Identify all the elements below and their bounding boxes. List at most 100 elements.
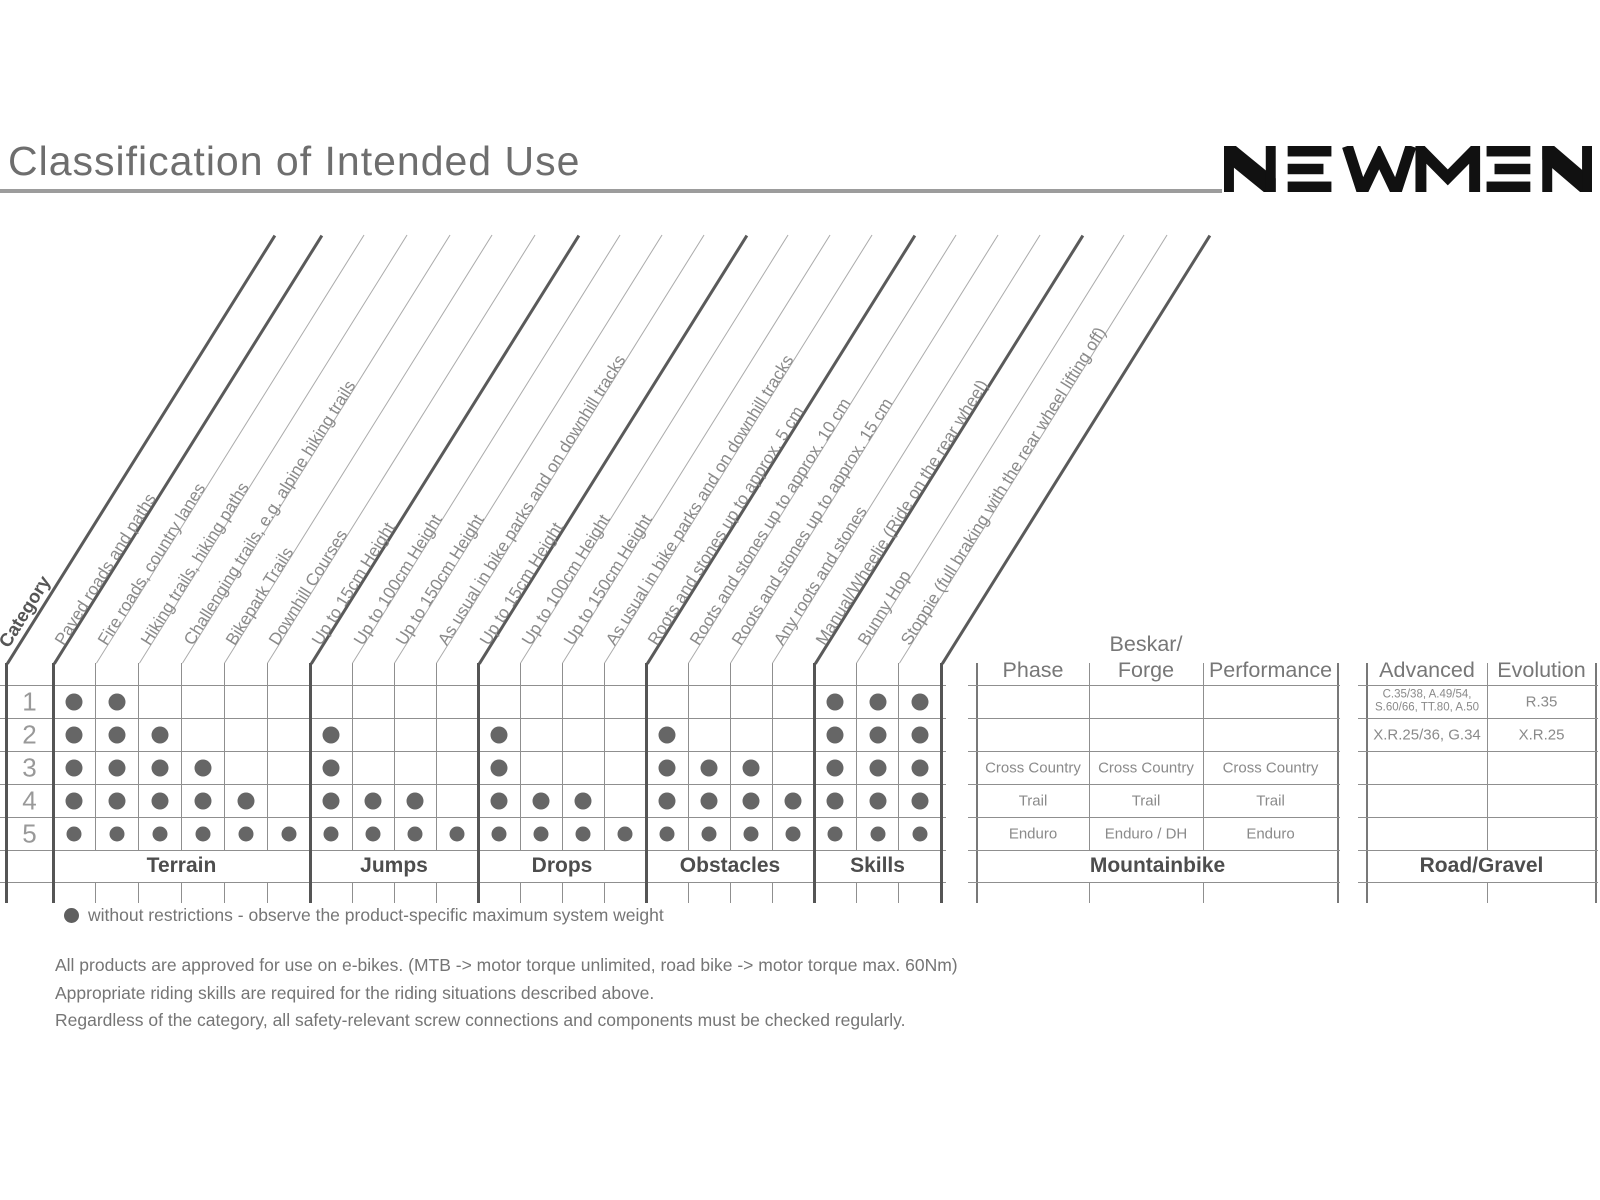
matrix-dot (533, 826, 549, 841)
grid-vline (1202, 882, 1204, 903)
grid-vline (561, 663, 563, 850)
grid-vline (476, 663, 480, 903)
matrix-dot (784, 792, 802, 809)
matrix-dot (700, 759, 718, 776)
matrix-dot (109, 826, 125, 841)
grid-vline (266, 882, 268, 903)
newmen-logo (1224, 146, 1592, 192)
table-header: Evolution (1497, 658, 1586, 682)
matrix-dot (742, 792, 760, 809)
group-label: Skills (850, 854, 905, 877)
grid-vline (1337, 663, 1339, 903)
matrix-dot (658, 759, 676, 776)
matrix-dot (66, 826, 82, 841)
page-title: Classification of Intended Use (8, 138, 581, 184)
table-cell: Cross Country (1098, 759, 1194, 776)
row-number: 1 (22, 686, 37, 716)
matrix-dot (108, 759, 126, 776)
grid-vline (603, 663, 605, 850)
grid-vline (223, 663, 225, 850)
matrix-dot (826, 792, 844, 809)
grid-vline (687, 882, 689, 903)
table-cell: Enduro (1246, 825, 1295, 842)
matrix-dot (658, 726, 676, 743)
matrix-dot (364, 792, 382, 809)
title-underline (0, 189, 1222, 193)
matrix-dot (322, 726, 340, 743)
grid-vline (729, 663, 731, 850)
grid-hline (1358, 882, 1598, 883)
matrix-dot (365, 826, 381, 841)
grid-hline (968, 685, 1340, 686)
matrix-dot (912, 826, 928, 841)
grid-vline (435, 882, 437, 903)
grid-vline (138, 882, 140, 903)
matrix-dot (911, 693, 929, 710)
matrix-dot (194, 759, 212, 776)
grid-vline (393, 663, 395, 850)
grid-vline (855, 663, 857, 850)
matrix-dot (65, 792, 83, 809)
matrix-dot (700, 792, 718, 809)
table-header: Phase (1002, 658, 1064, 682)
matrix-dot (617, 826, 633, 841)
grid-hline (968, 882, 1340, 883)
grid-hline (0, 685, 946, 686)
grid-vline (519, 663, 521, 850)
matrix-dot (785, 826, 801, 841)
matrix-dot (238, 826, 254, 841)
table-cell: C.35/38, A.49/54, S.60/66, TT.80, A.50 (1375, 688, 1479, 714)
matrix-dot (152, 826, 168, 841)
grid-hline (968, 751, 1340, 752)
matrix-dot (108, 792, 126, 809)
group-label: Drops (531, 854, 593, 877)
matrix-dot (575, 826, 591, 841)
matrix-dot (659, 826, 675, 841)
grid-hline (0, 718, 946, 719)
grid-vline (898, 882, 900, 903)
grid-vline (51, 663, 55, 903)
matrix-dot (742, 759, 760, 776)
grid-vline (266, 663, 268, 850)
matrix-dot (826, 726, 844, 743)
product-table-label: Road/Gravel (1419, 854, 1544, 877)
matrix-dot (449, 826, 465, 841)
matrix-dot (108, 726, 126, 743)
matrix-dot (701, 826, 717, 841)
grid-vline (644, 663, 648, 903)
table-cell: X.R.25 (1518, 726, 1565, 743)
table-cell: Trail (1256, 792, 1285, 809)
matrix-dot (826, 693, 844, 710)
grid-hline (1358, 718, 1598, 719)
matrix-dot (322, 792, 340, 809)
grid-hline (1358, 850, 1598, 851)
column-diagonal-line (941, 234, 1212, 665)
matrix-dot (151, 792, 169, 809)
matrix-dot (870, 826, 885, 841)
grid-hline (968, 718, 1340, 719)
grid-vline (976, 663, 978, 903)
grid-vline (561, 882, 563, 903)
matrix-dot (826, 759, 844, 776)
grid-hline (0, 850, 946, 851)
matrix-dot (151, 726, 169, 743)
matrix-dot (194, 792, 212, 809)
grid-vline (1595, 663, 1597, 903)
table-header: Performance (1208, 658, 1333, 682)
matrix-dot (65, 693, 83, 710)
grid-hline (968, 784, 1340, 785)
footnote-line: All products are approved for use on e-b… (55, 955, 958, 975)
grid-vline (1088, 882, 1090, 903)
footnote-line: Regardless of the category, all safety-r… (55, 1010, 906, 1030)
group-label: Obstacles (679, 854, 781, 877)
grid-vline (351, 663, 353, 850)
dot-icon (64, 908, 79, 923)
grid-vline (855, 882, 857, 903)
group-label: Jumps (360, 854, 428, 877)
grid-vline (351, 882, 353, 903)
matrix-dot (406, 792, 424, 809)
matrix-dot (827, 826, 843, 841)
grid-vline (898, 663, 900, 850)
